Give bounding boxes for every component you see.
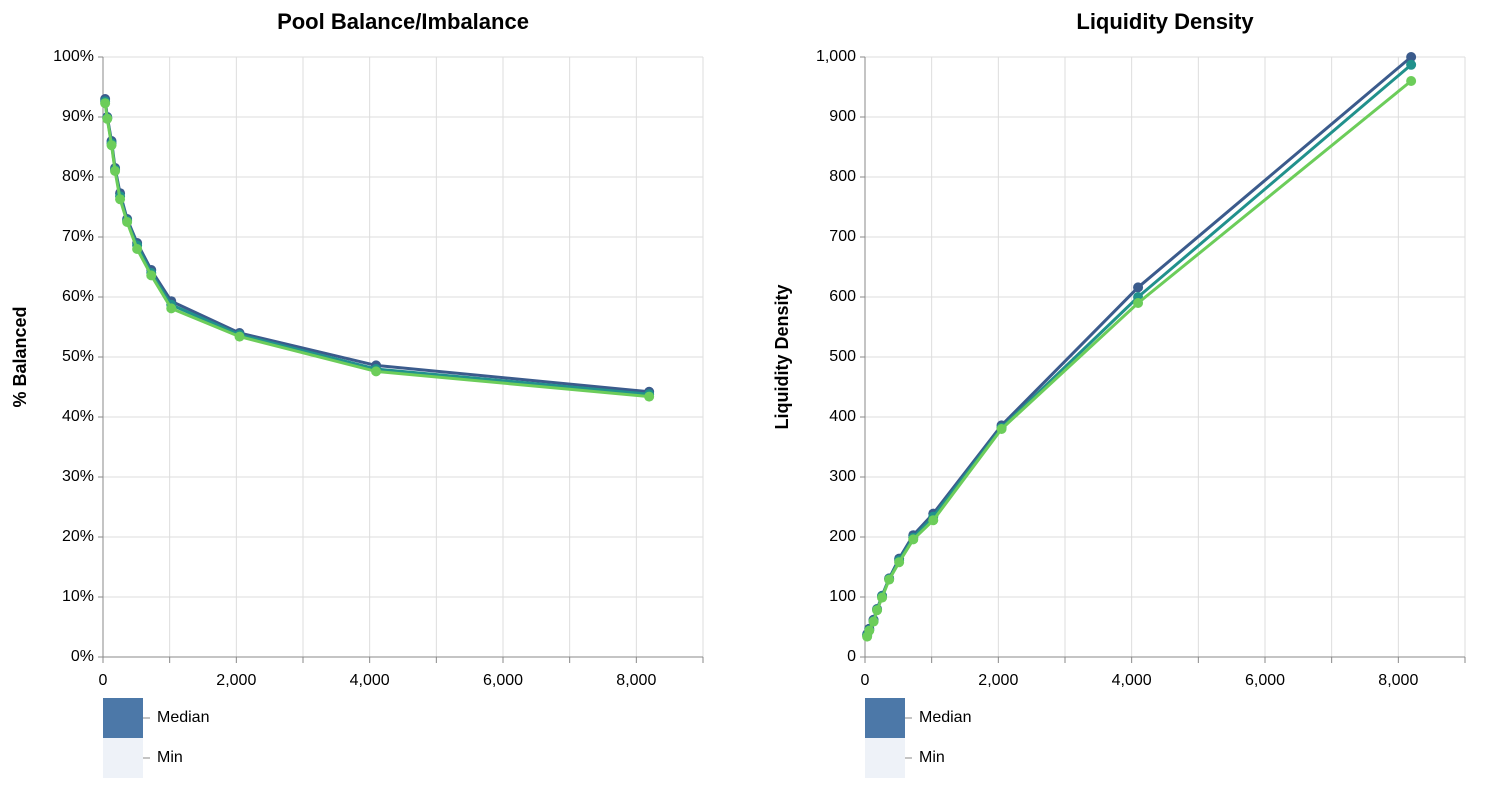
y-tick-label: 60%: [62, 288, 94, 305]
y-tick-label: 30%: [62, 468, 94, 485]
x-tick-label: 0: [861, 672, 870, 689]
data-point: [146, 270, 157, 281]
data-point: [864, 625, 875, 636]
data-point: [872, 605, 883, 616]
legend-swatch: [865, 698, 905, 738]
y-tick-label: 500: [829, 348, 856, 365]
legend-swatch: [103, 738, 143, 778]
y-tick-label: 50%: [62, 348, 94, 365]
x-tick-label: 6,000: [483, 672, 523, 689]
x-tick-label: 8,000: [616, 672, 656, 689]
data-point: [166, 303, 177, 314]
y-tick-label: 1,000: [816, 48, 856, 65]
data-point: [100, 98, 111, 109]
y-tick-label: 900: [829, 108, 856, 125]
y-tick-label: 300: [829, 468, 856, 485]
series-line: [865, 55, 1413, 635]
y-tick-label: 400: [829, 408, 856, 425]
y-tick-label: 70%: [62, 228, 94, 245]
data-point: [371, 366, 382, 377]
data-point: [868, 616, 879, 627]
x-tick-label: 8,000: [1378, 672, 1418, 689]
x-tick-label: 0: [99, 672, 108, 689]
series-line: [103, 98, 650, 394]
x-tick-label: 2,000: [216, 672, 256, 689]
data-point: [908, 534, 919, 545]
y-tick-label: 800: [829, 168, 856, 185]
data-point: [1406, 59, 1417, 70]
data-point: [102, 113, 113, 124]
data-point: [110, 166, 121, 176]
chart-title: Liquidity Density: [1076, 9, 1254, 34]
data-point: [122, 217, 133, 227]
y-axis-title: % Balanced: [10, 306, 30, 407]
y-axis-title: Liquidity Density: [772, 284, 792, 429]
y-tick-label: 700: [829, 228, 856, 245]
data-point: [1406, 52, 1417, 62]
x-tick-label: 6,000: [1245, 672, 1285, 689]
data-point: [115, 194, 126, 205]
data-point: [884, 574, 895, 585]
y-tick-label: 100: [829, 588, 856, 605]
legend-swatch: [103, 698, 143, 738]
series-line: [865, 79, 1413, 638]
legend-label: Min: [919, 749, 945, 766]
series-line: [865, 63, 1413, 636]
legend-label: Median: [919, 709, 971, 726]
data-point: [106, 140, 117, 151]
chart-title: Pool Balance/Imbalance: [277, 9, 529, 34]
y-tick-label: 10%: [62, 588, 94, 605]
series-line: [103, 101, 650, 396]
x-tick-label: 4,000: [1112, 672, 1152, 689]
data-point: [894, 557, 905, 568]
data-point: [1133, 298, 1144, 308]
x-tick-label: 4,000: [350, 672, 390, 689]
y-tick-label: 80%: [62, 168, 94, 185]
data-point: [996, 424, 1007, 434]
legend-label: Min: [157, 749, 183, 766]
y-tick-label: 0: [847, 648, 856, 665]
y-tick-label: 20%: [62, 528, 94, 545]
data-point: [1133, 282, 1144, 293]
y-tick-label: 100%: [53, 48, 94, 65]
data-point: [928, 515, 939, 526]
data-point: [877, 592, 888, 603]
y-tick-label: 200: [829, 528, 856, 545]
y-tick-label: 40%: [62, 408, 94, 425]
legend-label: Median: [157, 709, 209, 726]
x-tick-label: 2,000: [978, 672, 1018, 689]
legend-swatch: [865, 738, 905, 778]
data-point: [234, 331, 245, 342]
y-tick-label: 0%: [71, 648, 94, 665]
data-point: [1406, 76, 1417, 86]
y-tick-label: 90%: [62, 108, 94, 125]
data-point: [644, 391, 655, 402]
y-tick-label: 600: [829, 288, 856, 305]
series-line: [103, 102, 650, 399]
data-point: [132, 244, 143, 254]
